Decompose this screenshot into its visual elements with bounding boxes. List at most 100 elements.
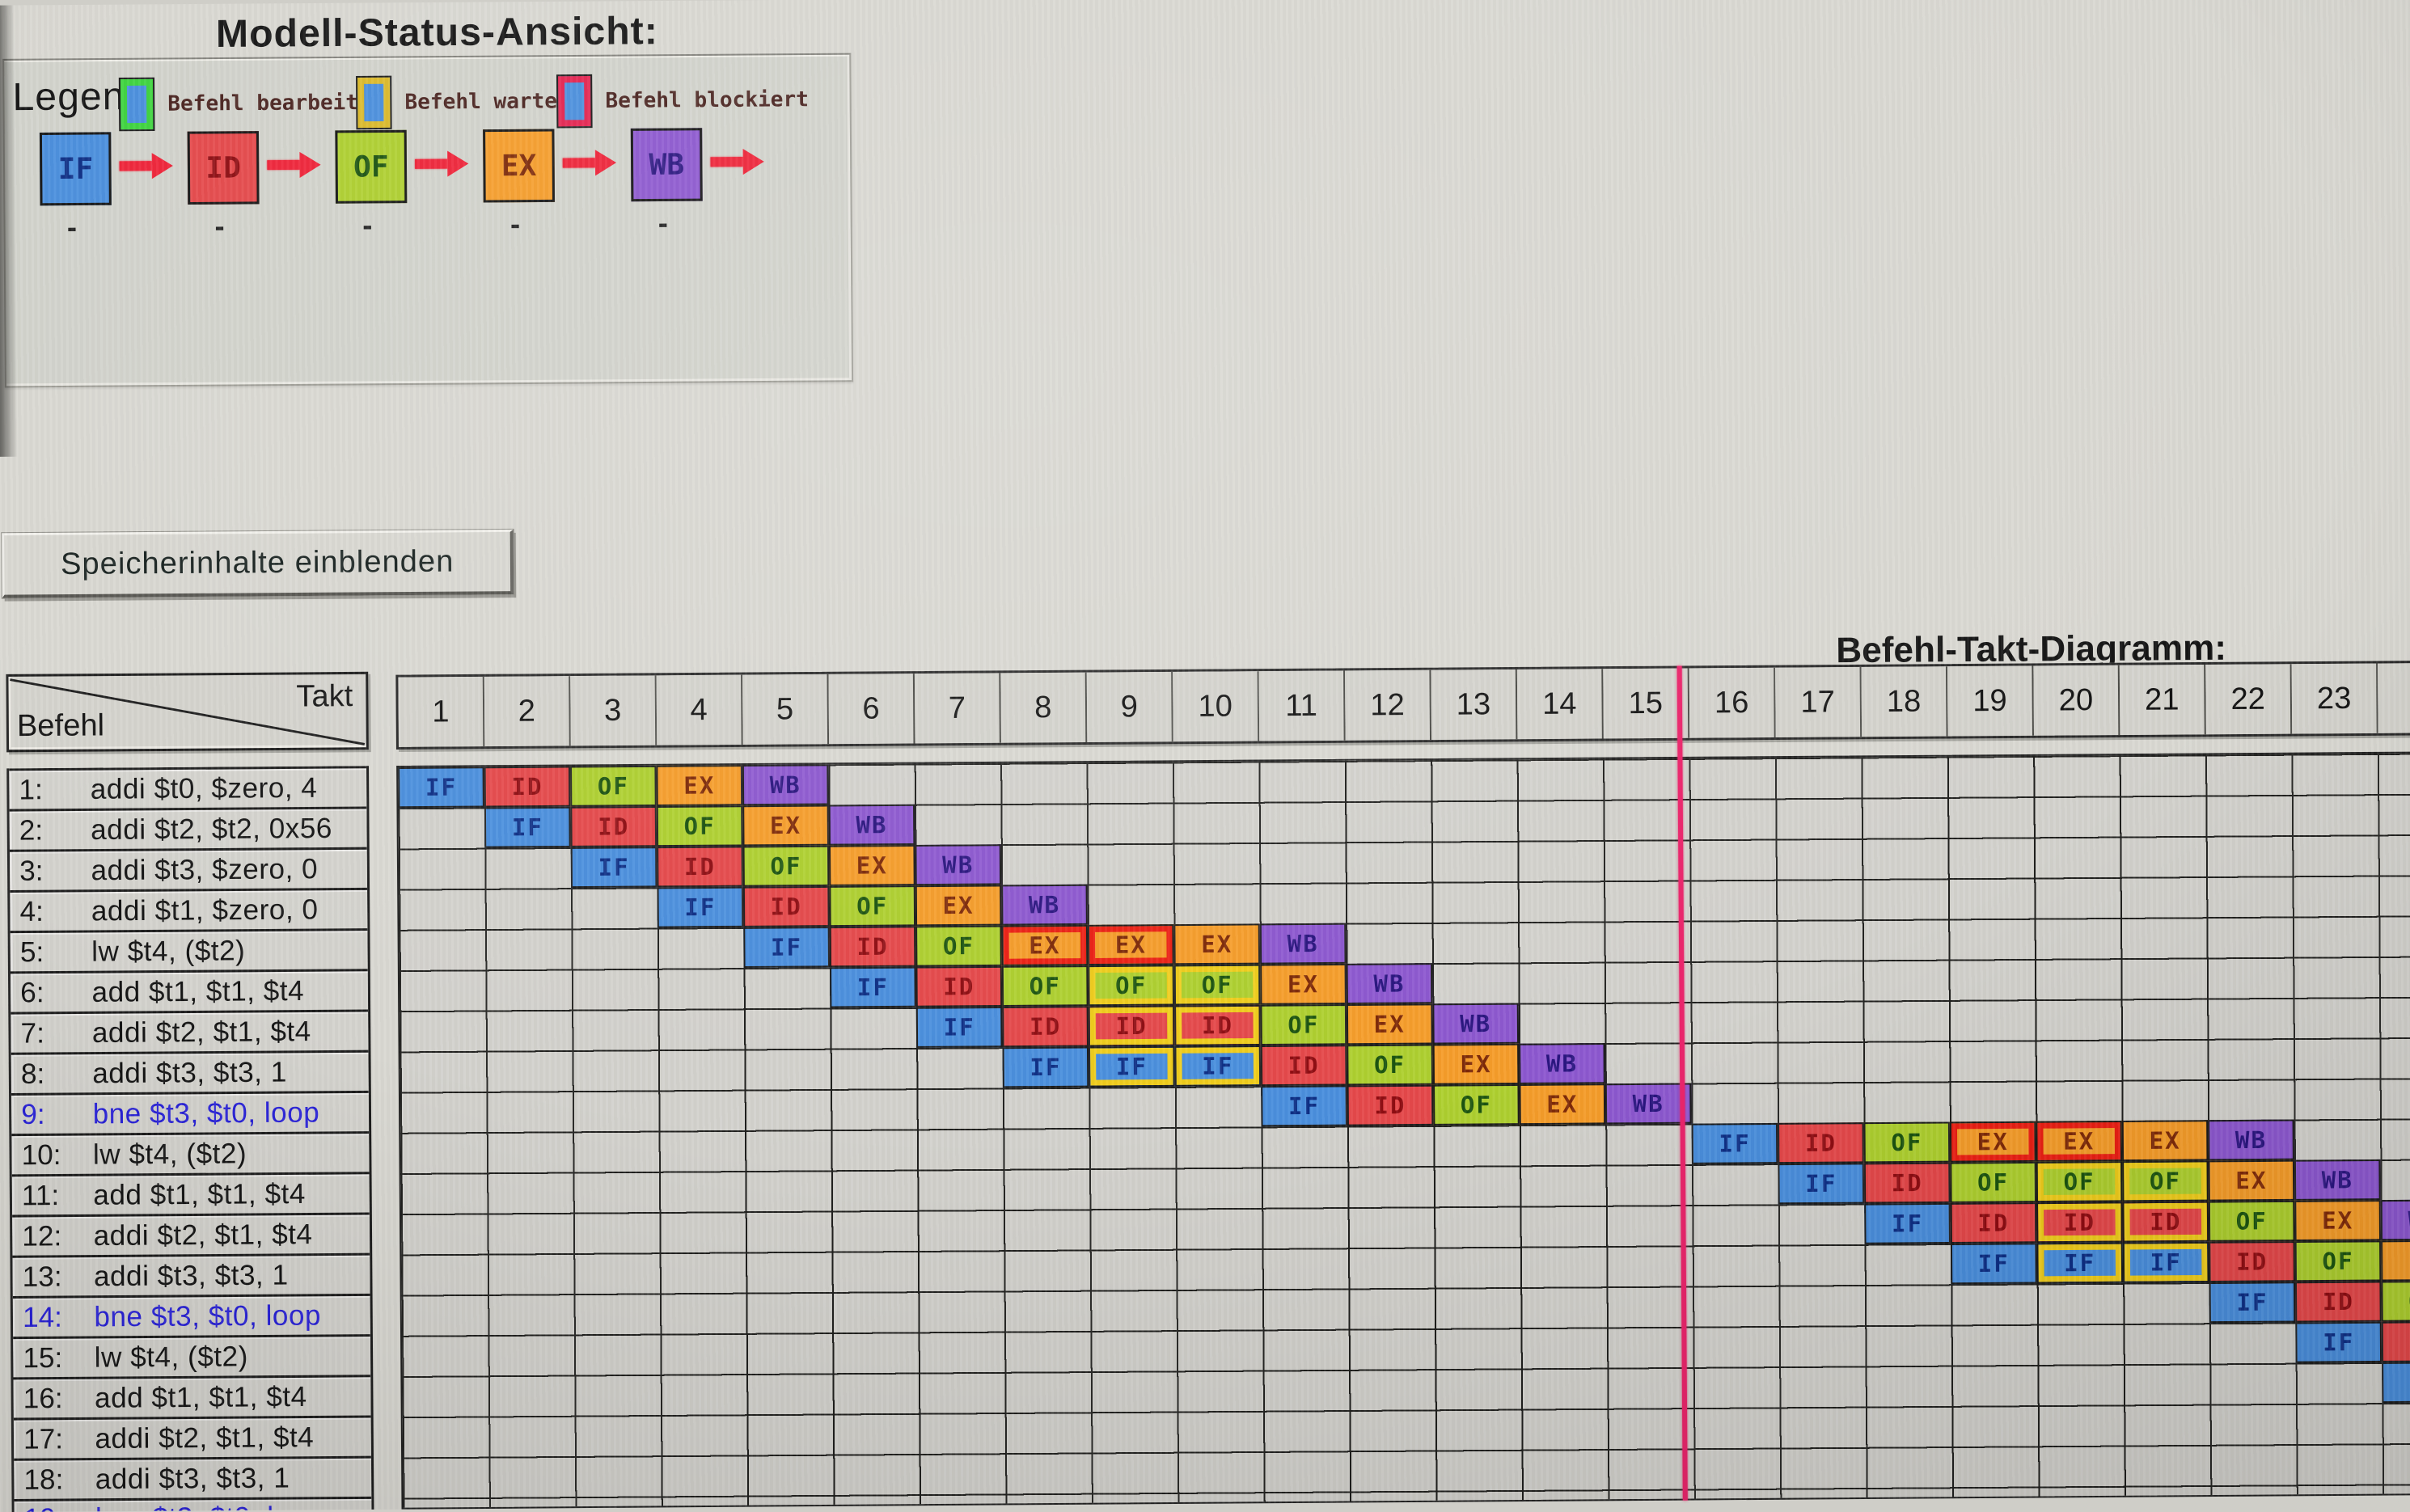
page-title: Modell-Status-Ansicht: xyxy=(215,10,658,57)
instruction-row: 10: lw $t4, ($t2) xyxy=(11,1131,370,1175)
pipeline-stage-cell: OF xyxy=(2036,1161,2123,1203)
pipeline-stage-cell: WB xyxy=(742,764,829,806)
instruction-text: add $t1, $t1, $t4 xyxy=(91,974,305,1008)
pipeline-stage-cell: ID xyxy=(1863,1162,1951,1204)
legend-item-label: Befehl wartet xyxy=(404,89,570,115)
pipeline-stage-cell: EX xyxy=(742,805,829,847)
instruction-text: addi $t3, $t3, 1 xyxy=(93,1258,289,1292)
pipeline-stage-cell: OF xyxy=(1950,1161,2037,1203)
takt-header-row: 1 2 3 4 5 6 7 8 9 10 11 12 13 14 15 16 17 18 19 20 21 22 23 xyxy=(395,661,2410,750)
pipeline-stage-box: EX xyxy=(483,129,556,203)
instruction-row: 3: addi $t3, $zero, 0 xyxy=(9,847,368,890)
pipeline-stage-cell: IF xyxy=(398,767,484,809)
instruction-number: 3: xyxy=(19,855,44,887)
pipeline-stage-cell: ID xyxy=(1778,1122,1864,1164)
takt-column-header: 12 xyxy=(1345,669,1432,741)
pipeline-stage-box: WB xyxy=(630,128,703,202)
legend-item: Befehl wartet xyxy=(355,75,570,130)
pipeline-stage-cell: WB xyxy=(1001,884,1088,926)
takt-column-header: 2 xyxy=(484,676,571,747)
takt-column-header: 9 xyxy=(1086,671,1173,742)
instruction-row: 16: add $t1, $t1, $t4 xyxy=(13,1375,371,1418)
pipeline-stage-cell: ID xyxy=(915,965,1003,1007)
instruction-number: 7: xyxy=(20,1016,45,1050)
instruction-text: addi $t3, $t3, 1 xyxy=(92,1055,287,1089)
takt-column-header: 18 xyxy=(1861,666,1948,737)
pipeline-stage-cell: EX xyxy=(1087,924,1174,966)
takt-column-header: 1 xyxy=(398,676,485,747)
pipeline-stage-cell: IF xyxy=(484,806,571,848)
pipeline-stage-cell: IF xyxy=(1778,1163,1865,1205)
instruction-text: add $t1, $t1, $t4 xyxy=(93,1177,306,1211)
pipeline-stage-cell: OF xyxy=(1433,1083,1520,1126)
pipeline-stage-cell: OF xyxy=(2381,1280,2410,1322)
takt-column-header: 20 xyxy=(2033,665,2120,736)
instruction-number: 9: xyxy=(21,1098,45,1130)
pipeline-stage-cell: OF xyxy=(1173,964,1261,1006)
instruction-row: 19: bne $t3, $t0, loop xyxy=(14,1496,372,1512)
pipeline-stage-cell: EX xyxy=(2208,1159,2295,1202)
pipeline-stage-cell: IF xyxy=(1950,1243,2037,1285)
instruction-number: 11: xyxy=(21,1179,60,1211)
instruction-number: 5: xyxy=(19,935,44,968)
instruction-row: 12: addi $t2, $t1, $t4 xyxy=(12,1212,370,1256)
pipeline-stage-cell: WB xyxy=(1259,923,1347,965)
pipeline-stage-cell: IF xyxy=(830,966,916,1008)
show-memory-button[interactable]: Speicherinhalte einblenden xyxy=(1,528,515,599)
legend-item-label: Befehl blockiert xyxy=(605,87,809,113)
instruction-row: 11: add $t1, $t1, $t4 xyxy=(11,1172,370,1215)
pipeline-stage-cell: IF xyxy=(915,1007,1003,1048)
pipeline-stage-cell: OF xyxy=(656,805,743,847)
pipeline-stage-cell: ID xyxy=(1260,1045,1347,1087)
takt-column-header: 17 xyxy=(1775,666,1862,738)
takt-column-header: 14 xyxy=(1516,669,1604,740)
legend-item-label: Befehl bearbeitet xyxy=(167,90,384,116)
pipeline-stage-cell: EX xyxy=(656,765,743,806)
takt-column-header: 7 xyxy=(914,673,1001,744)
instruction-row: 14: bne $t3, $t0, loop xyxy=(12,1293,370,1337)
takt-column-header: 4 xyxy=(656,674,743,745)
pipeline-stage-cell: IF xyxy=(1174,1045,1262,1087)
pipeline-stage-cell: ID xyxy=(1347,1084,1434,1126)
pipeline-stage-cell: EX xyxy=(1173,923,1261,965)
stage-sub-label: - xyxy=(657,205,668,240)
pipeline-stage-cell: ID xyxy=(2294,1281,2382,1323)
pipeline-stage-cell: OF xyxy=(569,765,657,807)
pipeline-stage-cell: OF xyxy=(1863,1121,1951,1164)
legend-state-swatch xyxy=(118,77,155,132)
pipeline-stage-cell: EX xyxy=(1001,924,1089,966)
takt-column-header: 3 xyxy=(570,675,657,746)
pipeline-stage-cell: WB xyxy=(915,844,1002,886)
pipeline-stage-cell: IF xyxy=(1691,1122,1778,1164)
pipeline-stage-cell: OF xyxy=(742,845,830,887)
instruction-row: 15: lw $t4, ($t2) xyxy=(13,1334,371,1378)
legend-state-swatch xyxy=(556,74,593,129)
pipeline-stage-cell: OF xyxy=(829,885,916,927)
instruction-text: addi $t2, $t2, 0x56 xyxy=(91,812,332,846)
instruction-number: 1: xyxy=(19,773,43,805)
instruction-number: 17: xyxy=(23,1422,64,1455)
flow-arrow-icon xyxy=(415,158,448,169)
takt-column-header: 11 xyxy=(1258,670,1346,741)
pipeline-stage-cell: EX xyxy=(828,844,915,886)
pipeline-stage-box: IF xyxy=(39,132,112,206)
pipeline-stage-cell: WB xyxy=(828,804,915,846)
instruction-text: addi $t2, $t1, $t4 xyxy=(95,1421,315,1455)
instruction-text: bne $t3, $t0, loop xyxy=(94,1299,322,1333)
instruction-row: 17: addi $t2, $t1, $t4 xyxy=(13,1415,371,1459)
takt-column-header: 16 xyxy=(1689,667,1776,738)
pipeline-stage-cell: ID xyxy=(1950,1202,2037,1244)
pipeline-stage-cell: IF xyxy=(570,847,657,889)
pipeline-stage-cell: IF xyxy=(2122,1241,2209,1283)
pipeline-stage-cell: EX xyxy=(1432,1043,1520,1085)
pipeline-stage-cell: OF xyxy=(915,925,1002,967)
legend-item: Befehl bearbeitet xyxy=(118,77,384,132)
instruction-number: 12: xyxy=(22,1219,62,1252)
pipeline-stage-cell: OF xyxy=(1347,1044,1434,1086)
takt-column-header: 6 xyxy=(828,674,915,745)
instruction-number: 16: xyxy=(23,1382,63,1414)
flow-arrow-icon xyxy=(562,158,595,168)
pipeline-stage-cell: OF xyxy=(1088,965,1175,1007)
stage-sub-label: - xyxy=(214,209,225,243)
pipeline-stage-cell: WB xyxy=(2294,1159,2381,1201)
